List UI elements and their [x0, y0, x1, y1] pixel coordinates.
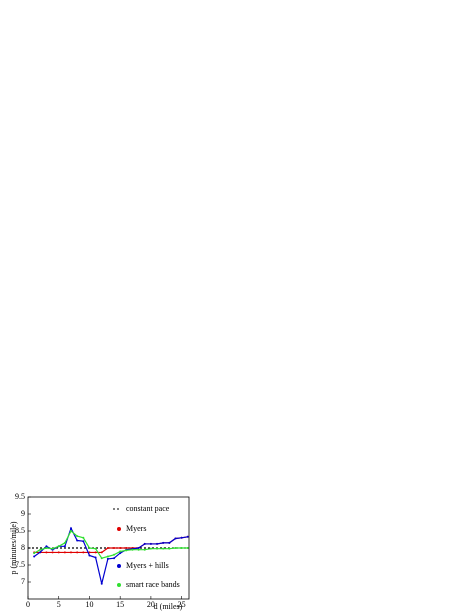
y-tick-label: 9 [21, 509, 25, 518]
data-point [168, 541, 171, 544]
data-point [113, 557, 116, 560]
series-line [33, 530, 188, 559]
data-point [131, 548, 134, 551]
x-tick-label: 25 [178, 600, 186, 609]
data-point [94, 551, 97, 554]
x-tick-label: 20 [147, 600, 155, 609]
data-point [33, 552, 36, 555]
data-point [162, 547, 165, 550]
data-point [156, 547, 159, 550]
data-point [70, 527, 73, 530]
data-point [45, 551, 48, 554]
data-point [39, 548, 42, 551]
data-point [76, 535, 79, 538]
data-point [100, 551, 103, 554]
data-point [63, 545, 66, 548]
data-point [149, 547, 152, 550]
data-point [82, 551, 85, 554]
data-point [51, 547, 54, 550]
y-tick-label: 8 [21, 543, 25, 552]
legend-swatch [117, 583, 121, 587]
data-point [186, 547, 189, 549]
data-point [45, 547, 48, 549]
x-axis-label: d (miles) [154, 602, 183, 611]
data-point [33, 555, 36, 558]
data-point [39, 551, 42, 554]
data-point [45, 545, 48, 548]
x-tick-label: 5 [57, 600, 61, 609]
data-point [94, 547, 97, 550]
data-point [100, 557, 103, 560]
y-tick-label: 9.5 [15, 492, 25, 501]
data-point [125, 547, 128, 549]
data-point [63, 551, 66, 554]
data-point [125, 549, 128, 552]
data-point [82, 536, 85, 539]
data-point [180, 547, 183, 549]
data-point [82, 540, 85, 543]
x-tick-label: 15 [116, 600, 124, 609]
data-point [174, 547, 177, 549]
legend-swatch [117, 527, 121, 531]
data-point [51, 551, 54, 554]
data-point [106, 555, 109, 558]
data-point [113, 547, 116, 549]
y-tick-label: 8.5 [15, 526, 25, 535]
data-point [143, 548, 146, 551]
data-point [100, 582, 103, 585]
data-point [137, 548, 140, 551]
x-tick-label: 0 [26, 600, 30, 609]
legend-swatch [117, 564, 121, 568]
y-axis-label: p (minutes/mile) [9, 521, 18, 574]
data-point [180, 536, 183, 539]
y-tick-label: 7 [21, 577, 25, 586]
data-point [106, 547, 109, 549]
data-point [63, 541, 66, 544]
data-point [88, 547, 91, 549]
data-point [70, 530, 73, 532]
data-point [76, 551, 79, 554]
data-point [168, 547, 171, 550]
data-point [174, 537, 177, 540]
legend-label: constant pace [126, 504, 170, 513]
data-point [57, 545, 60, 548]
data-point [70, 551, 73, 554]
data-point [119, 547, 122, 549]
y-tick-label: 7.5 [15, 560, 25, 569]
legend-label: smart race bands [126, 580, 180, 589]
data-point [106, 557, 109, 560]
data-point [143, 542, 146, 545]
legend-label: Myers + hills [126, 561, 169, 570]
data-point [76, 539, 79, 542]
legend-label: Myers [126, 524, 146, 533]
data-point [186, 535, 189, 538]
x-tick-label: 10 [85, 600, 93, 609]
data-point [88, 554, 91, 557]
data-point [149, 542, 152, 545]
data-point [57, 551, 60, 554]
data-point [137, 547, 140, 549]
data-point [113, 553, 116, 556]
series-line [34, 536, 188, 554]
data-point [119, 550, 122, 553]
data-point [94, 556, 97, 559]
data-point [162, 541, 165, 544]
data-point [156, 542, 159, 545]
data-point [119, 552, 122, 555]
